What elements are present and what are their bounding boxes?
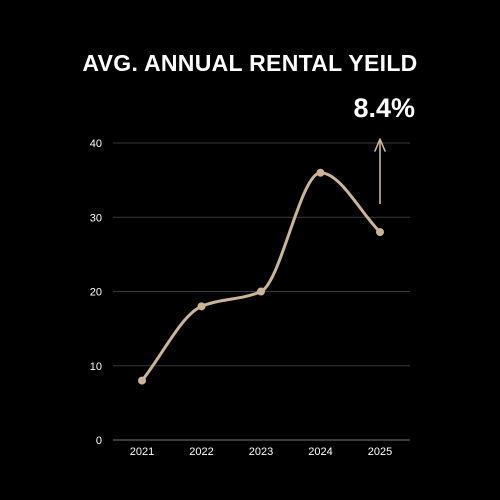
y-tick-label: 20 <box>90 287 102 299</box>
series-line <box>140 171 382 383</box>
data-point <box>376 228 384 237</box>
x-tick-label: 2025 <box>368 446 392 458</box>
chart-title: AVG. ANNUAL RENTAL YEILD <box>82 50 418 76</box>
annotation-arrow-head <box>374 138 386 152</box>
data-point <box>197 302 206 311</box>
x-tick-label: 2021 <box>130 446 154 458</box>
y-tick-label: 0 <box>96 435 102 447</box>
y-tick-label: 10 <box>90 361 102 373</box>
y-tick-label: 40 <box>90 138 102 150</box>
annotation-layer <box>374 138 386 204</box>
axis-layer: 0 10 20 30 40 2021 2022 2023 2024 2025 <box>90 138 392 458</box>
data-point <box>316 168 325 177</box>
x-tick-label: 2022 <box>189 446 213 458</box>
data-point <box>138 376 146 385</box>
data-point <box>257 287 265 296</box>
series-layer <box>138 168 384 385</box>
yield-callout: 8.4% <box>353 93 415 123</box>
x-tick-label: 2023 <box>249 446 273 458</box>
x-tick-label: 2024 <box>308 446 332 458</box>
y-tick-label: 30 <box>90 212 102 224</box>
